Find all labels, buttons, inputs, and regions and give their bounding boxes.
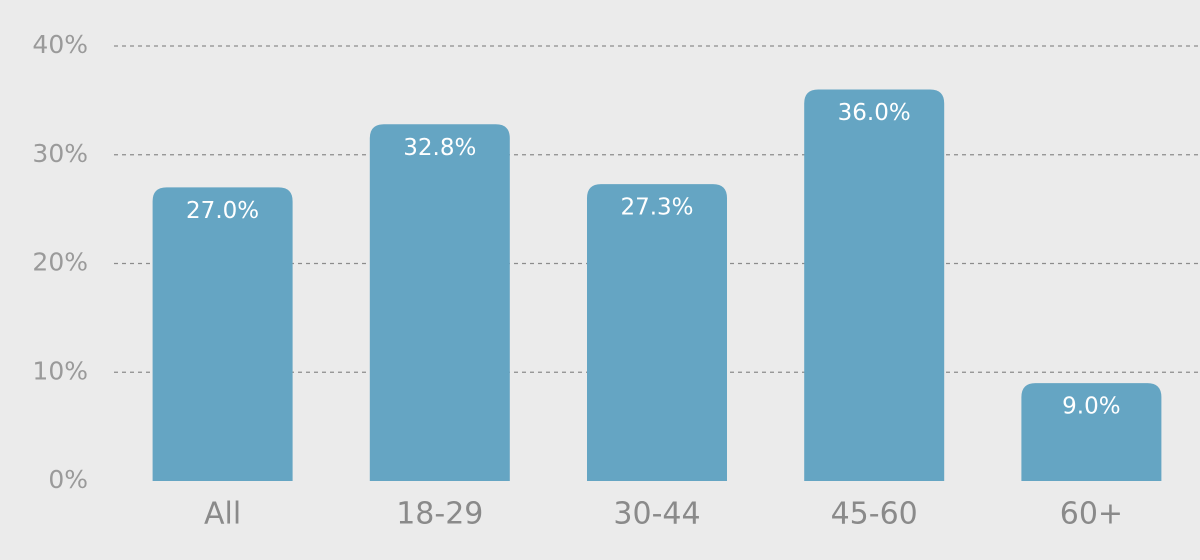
value-label: 27.0%	[186, 198, 259, 224]
x-tick-label: All	[204, 497, 241, 532]
bar	[1021, 383, 1162, 481]
y-tick-label: 10%	[32, 356, 88, 385]
value-label: 36.0%	[838, 100, 911, 126]
value-label: 27.3%	[620, 195, 693, 221]
y-tick-label: 20%	[32, 248, 88, 277]
y-tick-label: 40%	[32, 30, 88, 59]
value-label: 32.8%	[403, 135, 476, 161]
x-tick-label: 60+	[1060, 497, 1123, 532]
x-tick-label: 18-29	[396, 497, 483, 532]
value-label: 9.0%	[1062, 394, 1120, 420]
x-tick-label: 45-60	[831, 497, 918, 532]
x-tick-label: 30-44	[613, 497, 700, 532]
bar	[804, 89, 945, 481]
y-tick-label: 30%	[32, 139, 88, 168]
bar	[369, 124, 510, 482]
bar	[587, 184, 727, 482]
bar	[152, 187, 293, 481]
y-tick-label: 0%	[48, 465, 88, 494]
